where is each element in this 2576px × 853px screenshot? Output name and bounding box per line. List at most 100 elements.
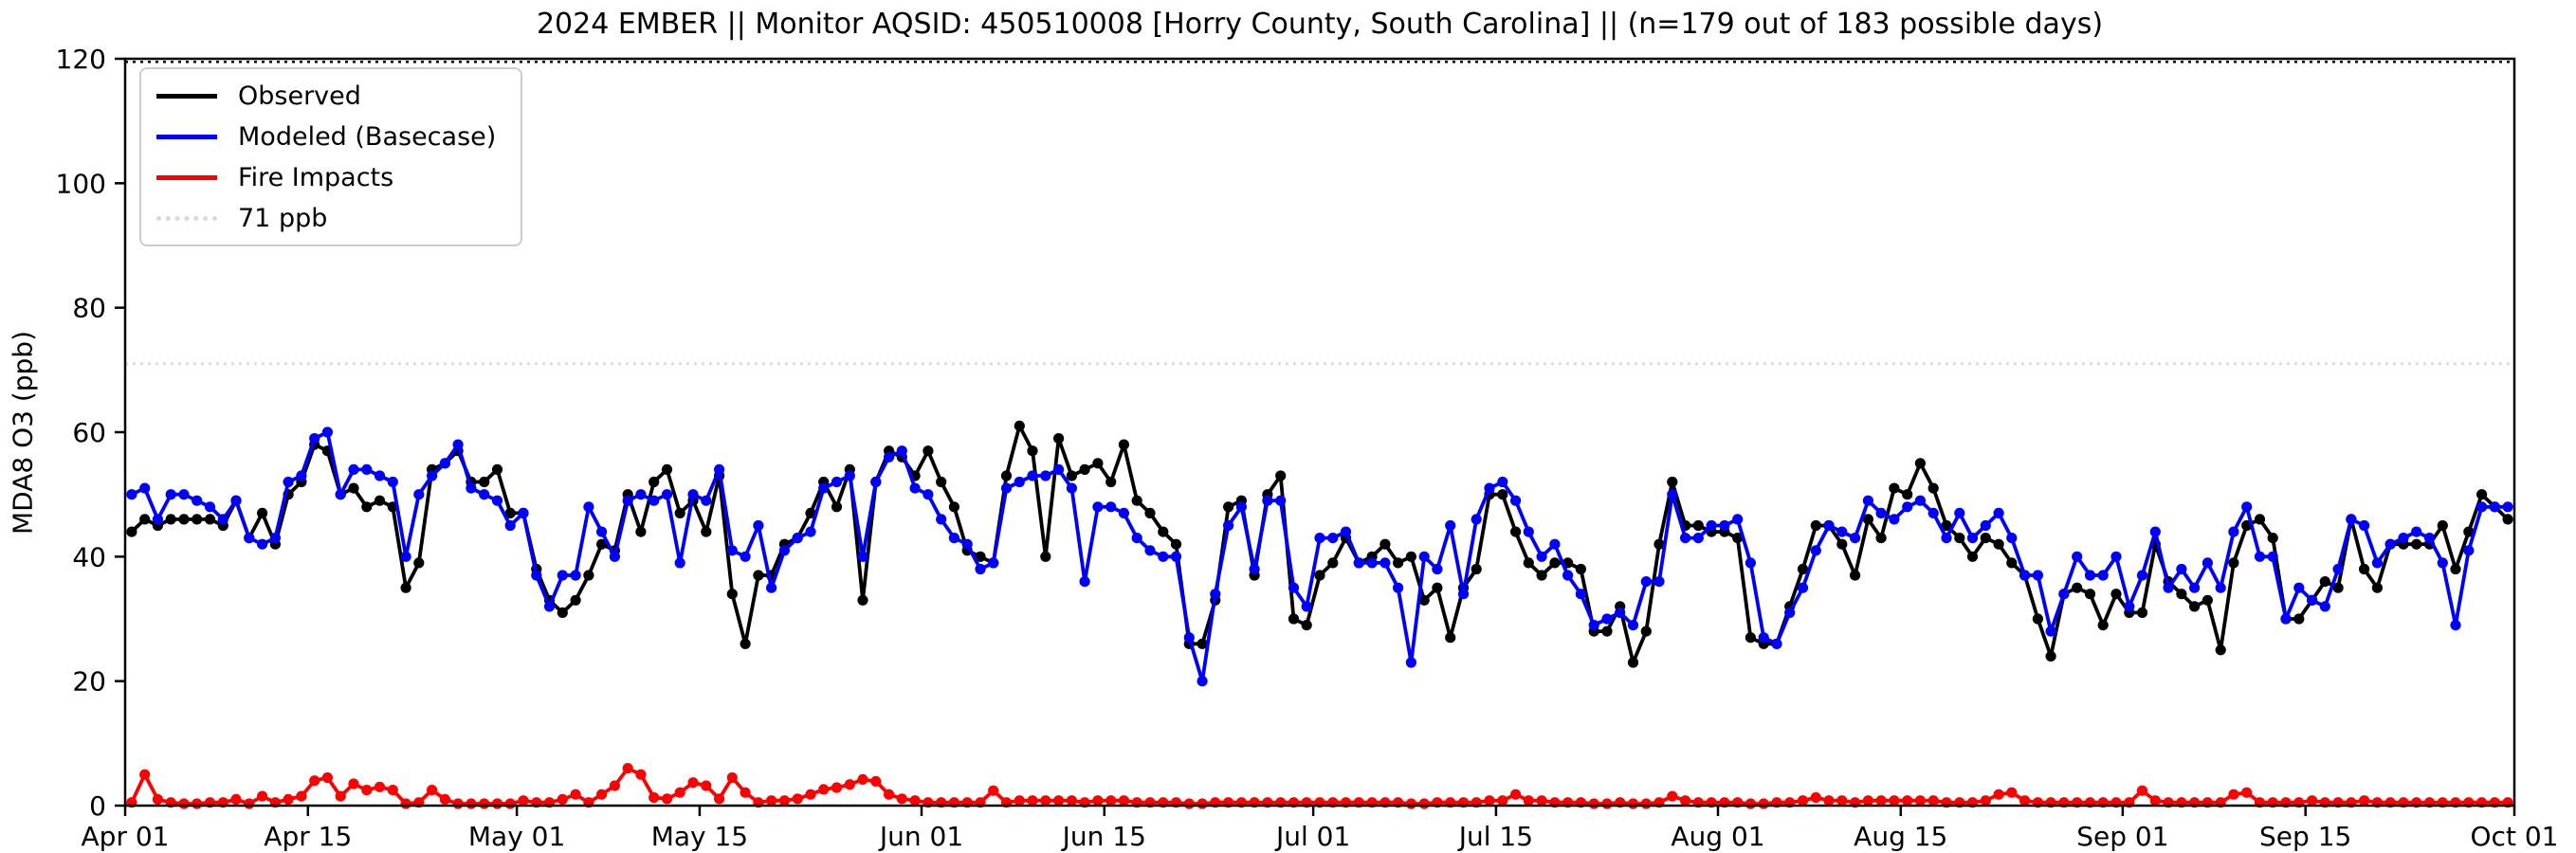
data-point <box>2254 551 2266 562</box>
data-point <box>2463 526 2475 537</box>
data-point <box>1432 563 1443 575</box>
x-tick-label: Sep 01 <box>2076 821 2168 852</box>
data-point <box>1105 476 1117 488</box>
data-point <box>283 793 294 806</box>
data-point <box>2084 570 2096 581</box>
data-point <box>2307 795 2318 807</box>
data-point <box>1601 613 1613 625</box>
data-point <box>1197 798 1208 809</box>
data-point <box>1405 551 1416 562</box>
observed-line-sample <box>156 93 217 99</box>
data-point <box>466 482 477 494</box>
data-point <box>1980 519 1991 532</box>
data-point <box>269 533 281 544</box>
data-point <box>1223 519 1234 532</box>
data-point <box>1640 626 1652 637</box>
data-point <box>518 795 529 807</box>
data-point <box>491 495 503 506</box>
data-point <box>792 793 803 805</box>
data-point <box>1836 795 1848 807</box>
data-point <box>635 489 647 500</box>
chart-title: 2024 EMBER || Monitor AQSID: 450510008 [… <box>536 8 2104 41</box>
data-point <box>2228 789 2239 800</box>
data-point <box>192 514 203 525</box>
data-point <box>1131 533 1142 544</box>
x-tick-label: Jun 15 <box>1061 821 1146 852</box>
data-point <box>1758 632 1769 644</box>
data-point <box>2463 545 2475 556</box>
data-point <box>1966 551 1979 562</box>
data-point <box>1954 507 1965 519</box>
data-point <box>230 495 242 506</box>
data-point <box>165 489 176 500</box>
data-point <box>961 538 973 550</box>
data-point <box>504 798 516 809</box>
data-point <box>1170 551 1182 562</box>
data-point <box>557 570 568 581</box>
data-point <box>400 582 411 593</box>
data-point <box>1667 489 1678 500</box>
data-point <box>1627 657 1639 668</box>
data-point <box>1889 514 1900 525</box>
data-point <box>1862 514 1873 525</box>
data-point <box>504 507 516 519</box>
data-point <box>2045 626 2056 637</box>
data-point <box>1810 519 1821 532</box>
data-point <box>1197 638 1208 649</box>
data-point <box>543 601 556 612</box>
data-point <box>1484 795 1495 807</box>
data-point <box>740 787 751 798</box>
data-point <box>2006 533 2018 544</box>
data-point <box>2201 594 2213 606</box>
data-point <box>1027 445 1038 457</box>
data-point <box>479 476 490 488</box>
data-point <box>1027 470 1038 481</box>
data-point <box>491 463 503 475</box>
data-point <box>2254 514 2266 525</box>
data-point <box>1862 795 1873 807</box>
data-point <box>2149 795 2161 807</box>
data-point <box>726 589 738 600</box>
data-point <box>1158 551 1169 562</box>
data-point <box>714 463 725 475</box>
data-point <box>1993 538 2004 550</box>
data-point <box>244 533 255 544</box>
data-point <box>2280 613 2292 625</box>
data-point <box>1144 545 1156 556</box>
data-point <box>2267 533 2278 544</box>
data-point <box>1000 470 1013 481</box>
data-point <box>1536 795 1547 807</box>
data-point <box>1249 563 1260 575</box>
data-point <box>2371 557 2383 569</box>
y-tick-label: 40 <box>72 541 106 572</box>
data-point <box>1379 557 1391 569</box>
data-point <box>152 514 163 525</box>
data-point <box>701 526 712 537</box>
data-point <box>1040 470 1051 481</box>
data-point <box>2045 650 2056 662</box>
data-point <box>687 777 699 789</box>
data-point <box>1980 533 1991 544</box>
data-point <box>884 451 895 463</box>
data-point <box>778 795 791 807</box>
data-point <box>596 538 608 550</box>
data-point <box>778 545 791 556</box>
data-point <box>387 785 398 796</box>
data-point <box>1954 533 1965 544</box>
data-point <box>2019 570 2031 581</box>
data-point <box>570 789 581 800</box>
data-point <box>1484 482 1495 494</box>
x-tick-label: May 15 <box>651 821 748 852</box>
data-point <box>635 526 647 537</box>
data-point <box>1914 458 1926 469</box>
data-point <box>687 489 699 500</box>
data-point <box>948 501 960 513</box>
data-point <box>230 793 242 806</box>
data-point <box>2293 582 2305 593</box>
data-point <box>596 789 608 800</box>
data-point <box>518 507 529 519</box>
data-point <box>2110 551 2122 562</box>
data-point <box>1627 798 1639 809</box>
data-point <box>1810 791 1821 804</box>
